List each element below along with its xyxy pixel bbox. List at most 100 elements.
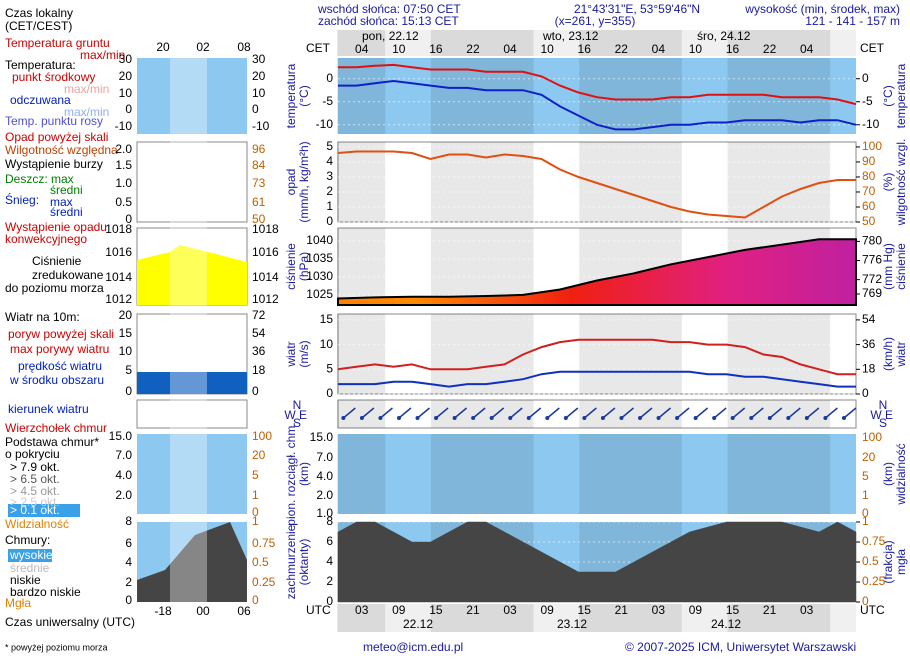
compass-letter: S	[879, 416, 887, 430]
y2-axis-label: mgła	[894, 549, 908, 575]
mini-tick: 0	[125, 384, 132, 398]
mini-tick: 72	[252, 308, 266, 322]
y-tick-label: 1025	[306, 287, 333, 301]
y2-axis-label: (mm Hg)	[881, 243, 895, 290]
mini-tick: 10	[119, 344, 133, 358]
hour-cet: 22	[763, 42, 777, 56]
y2-axis-label: (frakcja)	[881, 540, 895, 583]
mini-tick: 0	[252, 505, 259, 519]
legend-text: bardzo niskie	[10, 585, 81, 599]
wind-arrow	[732, 407, 746, 419]
hour-utc: 15	[726, 603, 740, 617]
y-axis-label: opad	[284, 169, 298, 196]
y2-axis-label: wilgotność wzgl.	[894, 139, 908, 227]
mini-tick: 5	[125, 363, 132, 377]
y2-tick-label: 0	[862, 386, 869, 400]
y-axis-label: zachmurzenie	[284, 524, 298, 599]
night-band	[337, 400, 386, 428]
mini-tick: 0	[252, 593, 259, 607]
legend-text: Wystąpienie burzy	[5, 157, 103, 171]
legend-text: Wiatr na 10m:	[5, 310, 80, 324]
line	[337, 150, 856, 219]
mini-tick: 0	[125, 593, 132, 607]
legend-text: > 0.1 okt.	[10, 503, 60, 517]
wind-arrow-head	[638, 416, 642, 420]
grid-point: (x=261, y=355)	[555, 14, 636, 28]
mini-tick: 0	[125, 102, 132, 116]
night-band	[727, 400, 831, 428]
y-tick-label: 1030	[306, 269, 333, 283]
wind-arrow	[398, 407, 412, 419]
mini-tick: 15	[119, 326, 133, 340]
wind-arrow-head	[508, 416, 513, 420]
y-tick-label: 2.0	[316, 488, 333, 502]
legend-text: > 4.5 okt.	[10, 484, 60, 498]
compass-letter: E	[885, 408, 893, 422]
y-tick-label: 0	[326, 594, 333, 608]
mini-tick: 10	[119, 86, 133, 100]
hour-cet: 04	[503, 42, 517, 56]
hour-utc: 09	[392, 603, 406, 617]
y-tick-label: -10	[316, 117, 334, 131]
elevation-title: wysokość (min, środek, max)	[744, 2, 900, 16]
legend-text: max/min	[64, 105, 109, 119]
y-tick-label: 0	[326, 386, 333, 400]
mini-tick: 96	[252, 142, 266, 156]
night-band	[579, 400, 682, 428]
compass-letter: N	[293, 398, 302, 412]
legend-text: Ciśnienie	[32, 254, 82, 268]
y2-tick-label: 20	[862, 450, 876, 464]
date-label: 24.12	[711, 617, 741, 631]
night-band	[337, 604, 386, 632]
y2-tick-label: 0	[862, 594, 869, 608]
night-band	[579, 314, 682, 394]
wind-arrow	[583, 407, 597, 419]
y2-tick-label: 772	[862, 272, 882, 286]
mini-tick: 1012	[252, 292, 279, 306]
wind-arrow	[750, 407, 764, 419]
mini-tick: 2	[125, 575, 132, 589]
sunrise: wschód słońca: 07:50 CET	[317, 2, 461, 16]
mini-tick: 1012	[105, 292, 132, 306]
wind-arrow	[787, 407, 801, 419]
hour-cet: 10	[392, 42, 406, 56]
y2-axis-label: (km)	[881, 462, 895, 486]
y2-axis-label: (km/h)	[881, 337, 895, 371]
legend-text: Śnieg:	[5, 192, 39, 207]
y-tick-label: 8	[326, 514, 333, 528]
wind-arrow-head	[582, 416, 587, 420]
wind-arrow	[713, 407, 727, 419]
zone-bottom: UTC	[306, 603, 331, 617]
hour-utc: 15	[578, 603, 592, 617]
mini-tick: 1018	[105, 222, 132, 236]
hour-cet: 10	[540, 42, 554, 56]
wind-arrow-head	[693, 416, 698, 420]
legend-text: Widzialność	[5, 517, 69, 531]
mini-tick: 1018	[252, 222, 279, 236]
mini-tick: 18	[252, 363, 266, 377]
y2-axis-label: widzialność	[894, 443, 908, 505]
hour-cet: 04	[652, 42, 666, 56]
legend-text: Wierzchołek chmur	[5, 421, 107, 435]
copyright: © 2007-2025 ICM, Uniwersytet Warszawski	[625, 640, 856, 654]
legend-text: wysokie	[9, 548, 53, 562]
y2-tick-label: 70	[862, 184, 876, 198]
wind-arrow-head	[452, 416, 457, 420]
date-label: 23.12	[557, 617, 587, 631]
night-band	[337, 434, 386, 514]
wind-arrow	[528, 407, 542, 419]
mini-tick: 1014	[252, 270, 279, 284]
y-axis-label: ciśnienie	[284, 243, 298, 290]
wind-arrow	[472, 407, 486, 419]
wind-arrow-head	[712, 416, 717, 420]
y-axis-label: temperatura	[284, 63, 298, 128]
mini-tick: 20	[252, 69, 266, 83]
hour-utc: 09	[689, 603, 703, 617]
legend-text: (CET/CEST)	[5, 19, 72, 33]
y-tick-label: 2	[326, 184, 333, 198]
line	[337, 338, 856, 376]
legend-text: > 7.9 okt.	[10, 460, 60, 474]
wind-arrow	[435, 407, 449, 419]
wind-arrow	[639, 407, 653, 419]
wind-arrow-head	[526, 416, 531, 420]
